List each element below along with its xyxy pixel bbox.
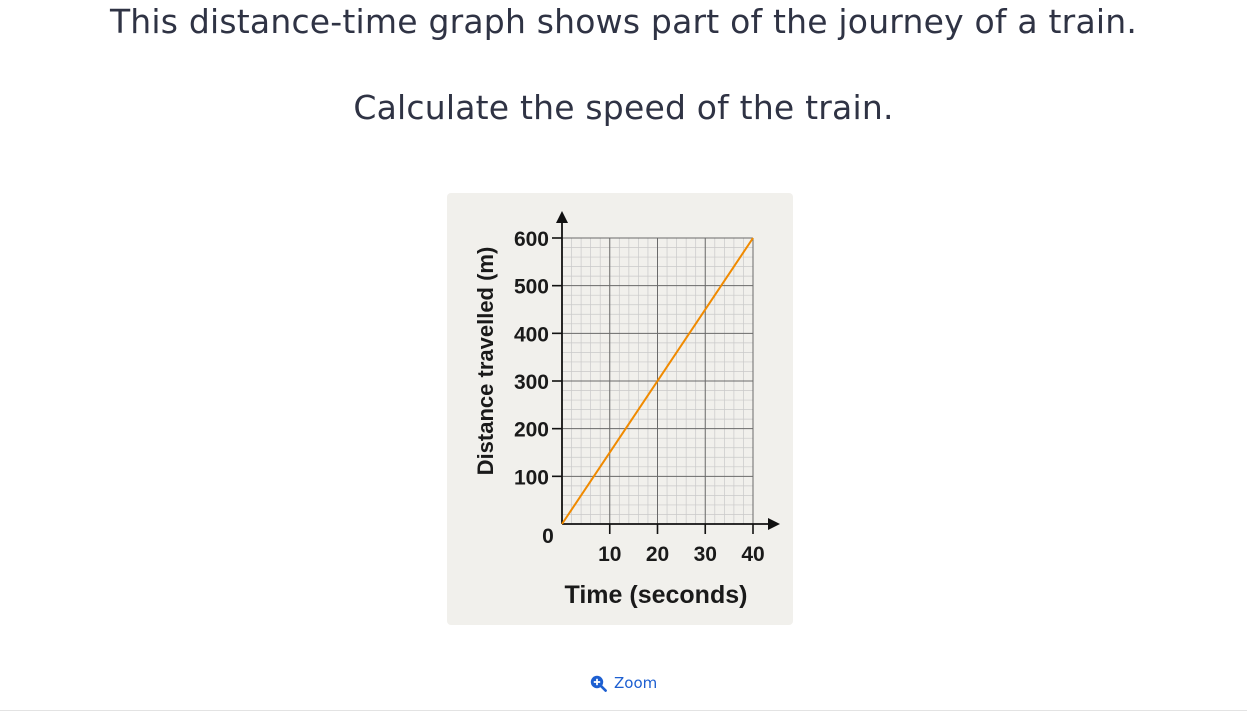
y-tick-label: 300 <box>514 371 549 394</box>
y-tick-label: 500 <box>514 276 549 299</box>
question-prompt: Calculate the speed of the train. <box>353 88 894 127</box>
series-layer <box>561 237 754 525</box>
divider <box>0 710 1247 711</box>
zoom-button[interactable]: Zoom <box>590 672 657 694</box>
y-axis-label: Distance travelled (m) <box>473 247 498 476</box>
tick-marks <box>552 237 754 534</box>
x-tick-label: 30 <box>694 543 717 566</box>
zoom-in-icon <box>590 675 607 692</box>
origin-label: 0 <box>542 525 554 548</box>
y-tick-label: 400 <box>514 323 549 346</box>
series-line <box>561 237 754 525</box>
x-axis-label: Time (seconds) <box>565 581 748 609</box>
y-axis-arrow <box>556 211 568 223</box>
x-axis-arrow <box>768 518 780 530</box>
chart-svg: 100 200 300 400 500 600 10 20 30 40 Time (seconds… <box>473 211 780 609</box>
distance-time-graph: 100 200 300 400 500 600 10 20 30 40 Time (seconds… <box>447 193 793 625</box>
y-tick-label: 600 <box>514 228 549 251</box>
tick-labels: 100 200 300 400 500 600 10 20 30 40 <box>514 228 765 566</box>
x-tick-label: 10 <box>598 543 621 566</box>
y-tick-label: 100 <box>514 466 549 489</box>
x-tick-label: 40 <box>741 543 764 566</box>
y-tick-label: 200 <box>514 419 549 442</box>
zoom-label: Zoom <box>614 674 658 692</box>
question-text: This distance-time graph shows part of t… <box>109 2 1138 41</box>
axes <box>556 211 780 530</box>
x-tick-label: 20 <box>646 543 669 566</box>
